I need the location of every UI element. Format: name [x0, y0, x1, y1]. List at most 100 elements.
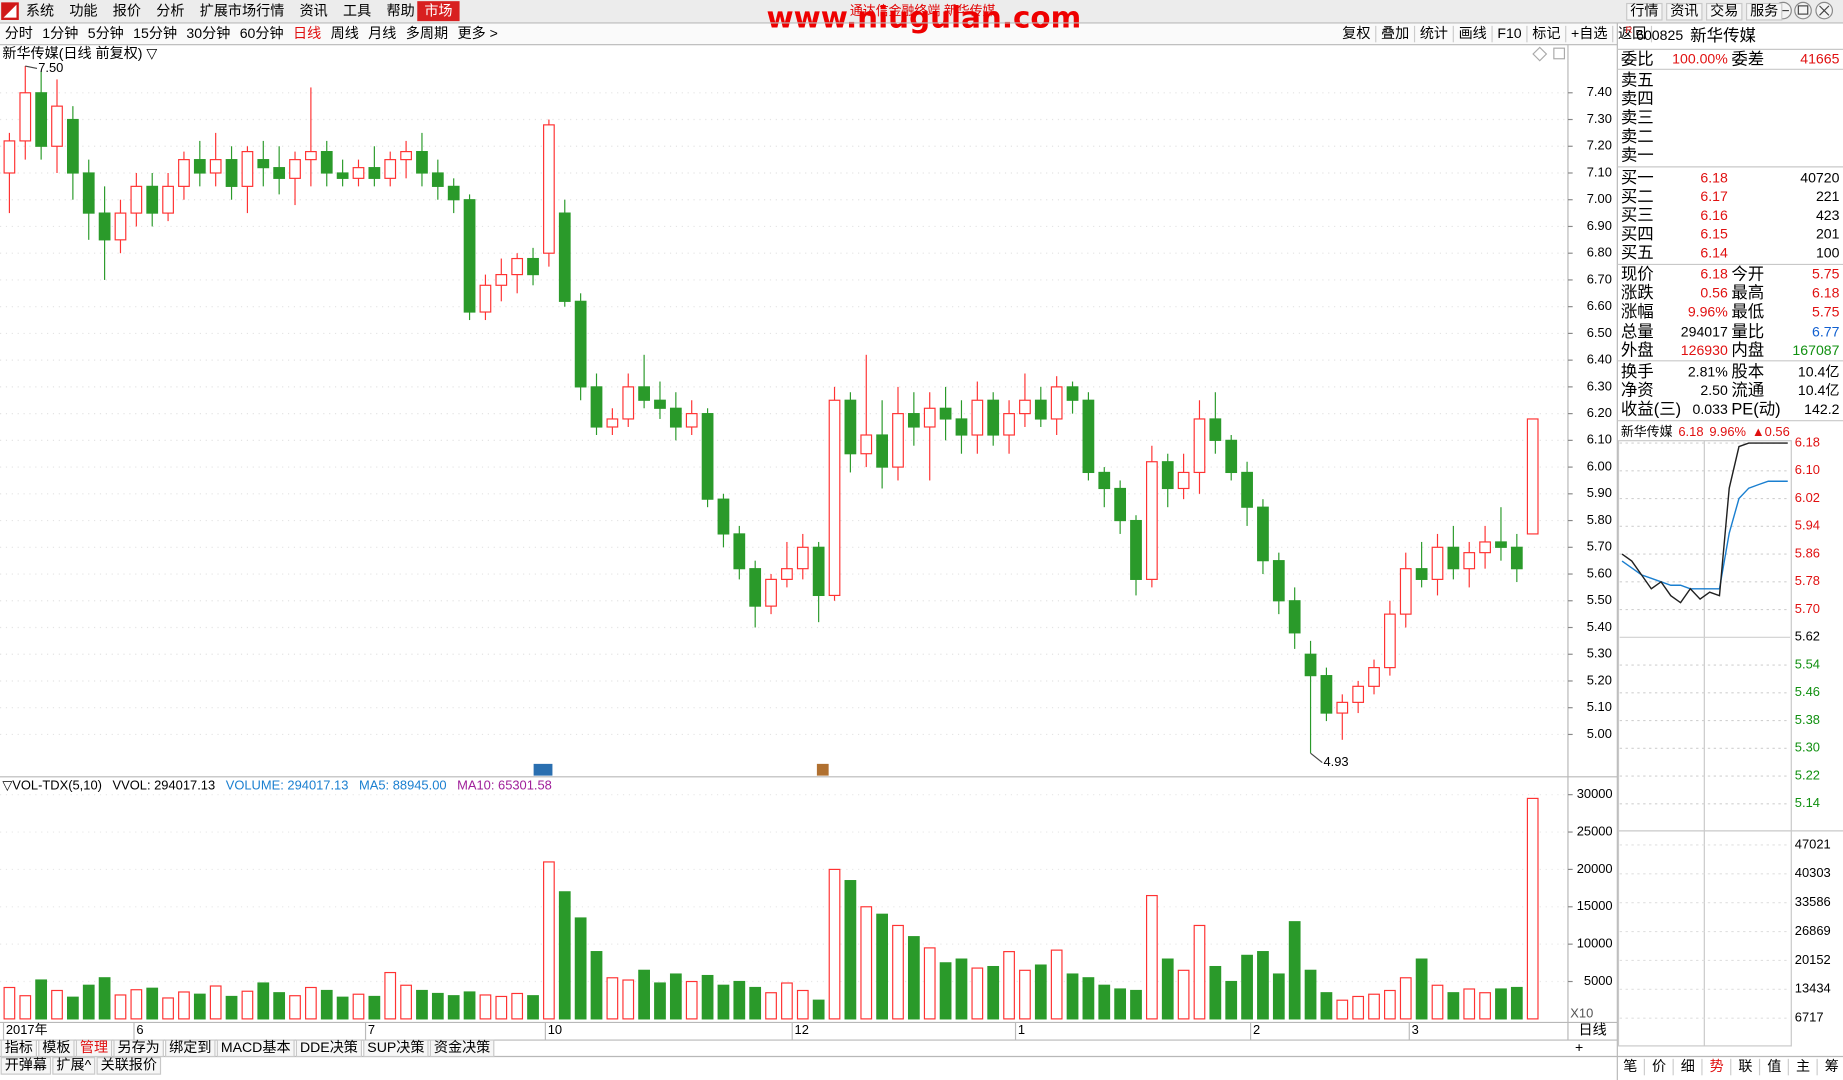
candle-body: [130, 185, 143, 214]
menu-item[interactable]: 分析: [156, 2, 184, 18]
indicator-tab-box[interactable]: [363, 1039, 429, 1058]
date-label: 3: [1412, 1022, 1419, 1037]
candle-body: [19, 92, 32, 142]
chart-option-icon[interactable]: [1553, 47, 1566, 60]
tool-button[interactable]: F10: [1497, 25, 1521, 41]
period-tab[interactable]: 分时: [5, 25, 33, 41]
menu-item[interactable]: 报价: [113, 2, 141, 18]
finance-marker[interactable]: [533, 763, 553, 776]
indicator-header: MA10: 65301.58: [457, 778, 552, 793]
watermark: www.niugulan.com: [766, 0, 1081, 34]
menu-item[interactable]: 帮助: [387, 2, 415, 18]
volume-bar: [1193, 924, 1206, 1020]
top-button[interactable]: 资讯: [1670, 2, 1698, 18]
tool-button[interactable]: 标记: [1532, 25, 1560, 41]
bottom-button-box[interactable]: [0, 1057, 52, 1075]
bottom-button[interactable]: 关联报价: [101, 1057, 157, 1073]
zoom-button[interactable]: +: [1575, 1039, 1583, 1055]
indicator-tab[interactable]: SUP决策: [367, 1039, 424, 1055]
candle-body: [1320, 675, 1333, 714]
side-tab[interactable]: 筹: [1825, 1058, 1839, 1074]
tool-button[interactable]: 统计: [1420, 25, 1448, 41]
period-tab[interactable]: 1分钟: [42, 25, 78, 41]
quote-cell: 内盘: [1731, 341, 1764, 360]
indicator-tab-box[interactable]: [216, 1039, 295, 1058]
menu-item[interactable]: 资讯: [300, 2, 328, 18]
period-tab[interactable]: 更多 >: [457, 25, 497, 41]
top-button[interactable]: 服务: [1750, 2, 1778, 18]
menu-item[interactable]: 工具: [343, 2, 371, 18]
candle-body: [336, 172, 349, 179]
quote-cell: 买五: [1621, 244, 1654, 262]
candle-body: [1241, 471, 1253, 508]
restore-button[interactable]: [1794, 1, 1812, 20]
period-tab[interactable]: 60分钟: [240, 25, 284, 41]
indicator-tab-box[interactable]: [429, 1039, 495, 1058]
menu-item[interactable]: 系统: [26, 2, 54, 18]
side-tab[interactable]: 主: [1796, 1058, 1810, 1074]
market-button[interactable]: [417, 1, 460, 22]
candle-body: [1193, 418, 1206, 474]
candle-body: [3, 140, 16, 174]
side-tab[interactable]: 值: [1767, 1058, 1781, 1074]
indicator-tab-box[interactable]: [165, 1039, 216, 1058]
period-tab[interactable]: 5分钟: [88, 25, 124, 41]
period-tab[interactable]: 30分钟: [186, 25, 230, 41]
indicator-tab-box[interactable]: [295, 1039, 363, 1058]
market-label[interactable]: 市场: [424, 2, 452, 18]
indicator-tab[interactable]: 管理: [80, 1039, 108, 1055]
period-tab[interactable]: 月线: [368, 25, 396, 41]
side-tab[interactable]: 势: [1710, 1058, 1724, 1074]
period-tab[interactable]: 周线: [331, 25, 359, 41]
indicator-tab[interactable]: 资金决策: [434, 1039, 490, 1055]
indicator-tab[interactable]: DDE决策: [300, 1039, 358, 1055]
volume-bar: [781, 982, 793, 1020]
side-tab[interactable]: 价: [1652, 1058, 1666, 1074]
indicator-tab-box[interactable]: [113, 1039, 164, 1058]
chart-option-icon[interactable]: [1532, 46, 1548, 62]
indicator-tab[interactable]: 另存为: [117, 1039, 159, 1055]
indicator-tab[interactable]: 指标: [5, 1039, 33, 1055]
top-button-box[interactable]: [1626, 2, 1663, 21]
event-marker[interactable]: [816, 763, 829, 776]
indicator-tab[interactable]: 模板: [42, 1039, 70, 1055]
top-button[interactable]: 交易: [1710, 2, 1738, 18]
candle-body: [1479, 541, 1491, 554]
period-tab[interactable]: 日线: [293, 25, 321, 41]
tool-button[interactable]: 画线: [1459, 25, 1487, 41]
tool-button[interactable]: 复权: [1342, 25, 1370, 41]
indicator-tab-box[interactable]: [75, 1039, 113, 1058]
indicator-tab[interactable]: 绑定到: [169, 1039, 211, 1055]
y-tick-label: 5.10: [1587, 699, 1612, 714]
top-button-box[interactable]: [1706, 2, 1743, 21]
tool-button[interactable]: +自选: [1571, 25, 1607, 41]
menu-item[interactable]: 扩展市场行情: [200, 2, 285, 18]
indicator-tab-box[interactable]: [0, 1039, 38, 1058]
y-tick-label: 13434: [1795, 981, 1831, 996]
period-tab[interactable]: 15分钟: [133, 25, 177, 41]
top-button[interactable]: 行情: [1630, 2, 1658, 18]
bottom-button-box[interactable]: [52, 1057, 96, 1075]
close-icon: [1819, 5, 1830, 16]
volume-bar: [1479, 992, 1491, 1020]
bottom-button[interactable]: 开弹幕: [5, 1057, 47, 1073]
menu-item[interactable]: 功能: [69, 2, 97, 18]
bottom-button-box[interactable]: [96, 1057, 162, 1075]
candle-body: [955, 418, 968, 436]
top-button-box[interactable]: [1666, 2, 1703, 21]
volume-bar: [606, 977, 619, 1020]
top-button-box[interactable]: [1745, 2, 1783, 21]
indicator-tab-box[interactable]: [38, 1039, 75, 1058]
tool-button[interactable]: 返回: [1618, 25, 1646, 41]
period-tab[interactable]: 多周期: [406, 25, 448, 41]
indicator-tab[interactable]: MACD基本: [221, 1039, 291, 1055]
bottom-button[interactable]: 扩展^: [56, 1057, 91, 1073]
side-tab[interactable]: 笔: [1623, 1058, 1637, 1074]
tool-button[interactable]: 叠加: [1381, 25, 1409, 41]
volume-bar: [320, 989, 333, 1020]
quote-cell: 收益(三): [1621, 400, 1681, 418]
side-tab[interactable]: 细: [1681, 1058, 1695, 1074]
volume-bar: [35, 979, 48, 1020]
y-tick-label: 30000: [1577, 786, 1613, 801]
side-tab[interactable]: 联: [1738, 1058, 1752, 1074]
